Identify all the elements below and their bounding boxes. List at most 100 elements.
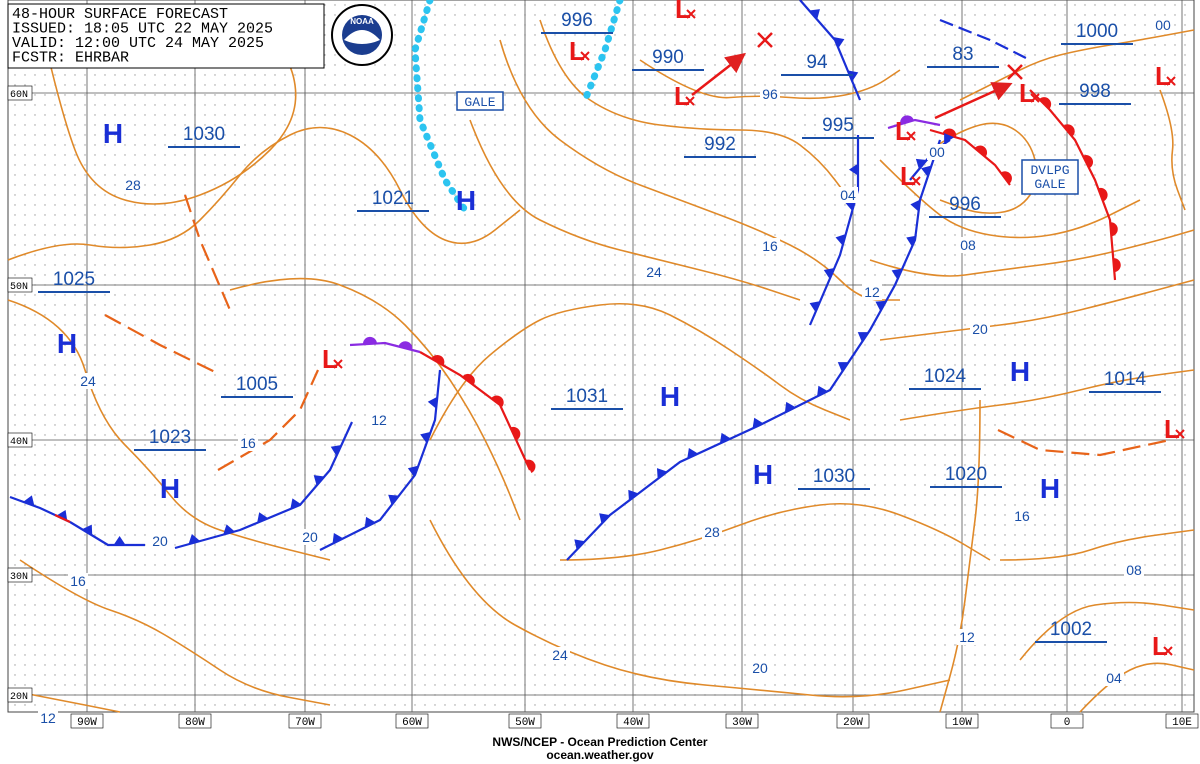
- low-cross: [685, 96, 695, 106]
- central-pressure: 1030: [183, 124, 225, 145]
- dvlpg-annotation: GALE: [1034, 177, 1065, 192]
- header-box: [7, 3, 325, 69]
- isobar-label: 16: [762, 238, 778, 254]
- isobar-label-bg: [369, 412, 389, 428]
- warm-front-pip: [362, 336, 377, 345]
- central-pressure: 992: [704, 134, 736, 155]
- front-line: [104, 314, 216, 373]
- latitude-label: 20N: [10, 692, 28, 703]
- map-frame: [7, 0, 1195, 713]
- footer-line: NWS/NCEP - Ocean Prediction Center: [492, 735, 707, 749]
- isobar-label-bg: [957, 629, 977, 645]
- cold-front-pip: [857, 332, 869, 343]
- dvlpg-annotation: DVLPG: [1030, 163, 1069, 178]
- isobar-label: 12: [40, 710, 56, 726]
- cold-front-pip: [944, 133, 955, 144]
- central-pressure: 995: [822, 115, 854, 136]
- central-pressure: 1005: [236, 374, 278, 395]
- isobar: [879, 279, 1195, 341]
- low-cross: [906, 131, 916, 141]
- isobar: [1079, 662, 1195, 713]
- central-pressure: 996: [949, 194, 981, 215]
- warm-front-pip: [491, 395, 504, 407]
- front-line: [997, 429, 1171, 457]
- warm-front-pip: [1039, 97, 1052, 110]
- low-center: L: [1019, 78, 1035, 108]
- front-line: [174, 421, 353, 550]
- central-pressure: 1031: [566, 386, 608, 407]
- isobar: [869, 229, 1195, 277]
- cold-front-pip: [388, 494, 399, 506]
- isobar-label-bg: [300, 529, 320, 545]
- isobar-label-bg: [1153, 17, 1173, 33]
- cold-front-pip: [719, 432, 731, 444]
- cold-front-pip: [56, 510, 68, 521]
- cold-front-pip: [188, 533, 201, 545]
- isobar-label-bg: [927, 144, 947, 160]
- low-center: L: [1152, 631, 1168, 661]
- longitude-label: 80W: [185, 717, 205, 729]
- warm-front-pip: [525, 459, 536, 473]
- isobar: [959, 29, 1195, 101]
- isobar-label: 20: [752, 660, 768, 676]
- cold-front-pip: [833, 37, 845, 49]
- header-line: 48-HOUR SURFACE FORECAST: [12, 6, 228, 23]
- cold-front-pip: [23, 495, 35, 506]
- front-line: [183, 194, 232, 311]
- longitude-label: 90W: [77, 717, 97, 729]
- isobar-label: 20: [302, 529, 318, 545]
- cold-front-pip: [687, 447, 699, 459]
- low-cross: [911, 176, 921, 186]
- warm-front-pip: [1113, 258, 1121, 273]
- high-center: H: [160, 473, 180, 504]
- warm-front-pip: [1082, 155, 1094, 169]
- cold-front-pip: [849, 163, 858, 176]
- cold-front-pip: [837, 362, 849, 373]
- longitude-label: 60W: [402, 717, 422, 729]
- cold-front-pip: [752, 417, 764, 429]
- central-pressure: 1014: [1104, 369, 1147, 390]
- cold-front-pip: [81, 524, 93, 536]
- label-box: [288, 713, 322, 729]
- header-line: FCSTR: EHRBAR: [12, 50, 129, 67]
- cold-front-pip: [113, 536, 126, 545]
- low-center: L: [1155, 61, 1171, 91]
- label-box: [7, 277, 33, 293]
- cold-front-pip: [290, 498, 302, 510]
- cold-front-pip: [875, 300, 887, 312]
- low-cross: [1166, 76, 1176, 86]
- future-position: [757, 32, 773, 48]
- central-pressure: 94: [806, 52, 828, 73]
- isobar: [429, 519, 951, 698]
- latitude-label: 60N: [10, 90, 28, 101]
- cold-front-pip: [910, 199, 921, 212]
- isobar-label-bg: [1124, 562, 1144, 578]
- isobar: [7, 126, 521, 261]
- low-cross: [1030, 93, 1040, 103]
- front-line: [566, 139, 942, 561]
- motion-arrow: [691, 52, 746, 96]
- high-center: H: [1010, 356, 1030, 387]
- low-center: L: [569, 36, 585, 66]
- header-line: VALID: 12:00 UTC 24 MAY 2025: [12, 35, 264, 52]
- isobar-label-bg: [958, 237, 978, 253]
- isobar-label-bg: [750, 660, 770, 676]
- central-pressure: 83: [952, 44, 973, 65]
- footer-line: ocean.weather.gov: [546, 748, 654, 762]
- isobar: [1159, 89, 1186, 211]
- isobar-label: 24: [552, 647, 568, 663]
- header-line: ISSUED: 18:05 UTC 22 MAY 2025: [12, 21, 273, 38]
- high-center: H: [57, 328, 77, 359]
- central-pressure: 1002: [1050, 619, 1092, 640]
- central-pressure: 998: [1079, 81, 1111, 102]
- central-pressure: 1025: [53, 269, 95, 290]
- low-cross: [1175, 429, 1185, 439]
- central-pressure: 1021: [372, 188, 414, 209]
- warm-front-pip: [900, 115, 914, 125]
- cold-front-pip: [921, 165, 932, 177]
- isobar-label-bg: [78, 373, 98, 389]
- label-box: [70, 713, 104, 729]
- high-center: H: [753, 459, 773, 490]
- isobar: [999, 529, 1195, 561]
